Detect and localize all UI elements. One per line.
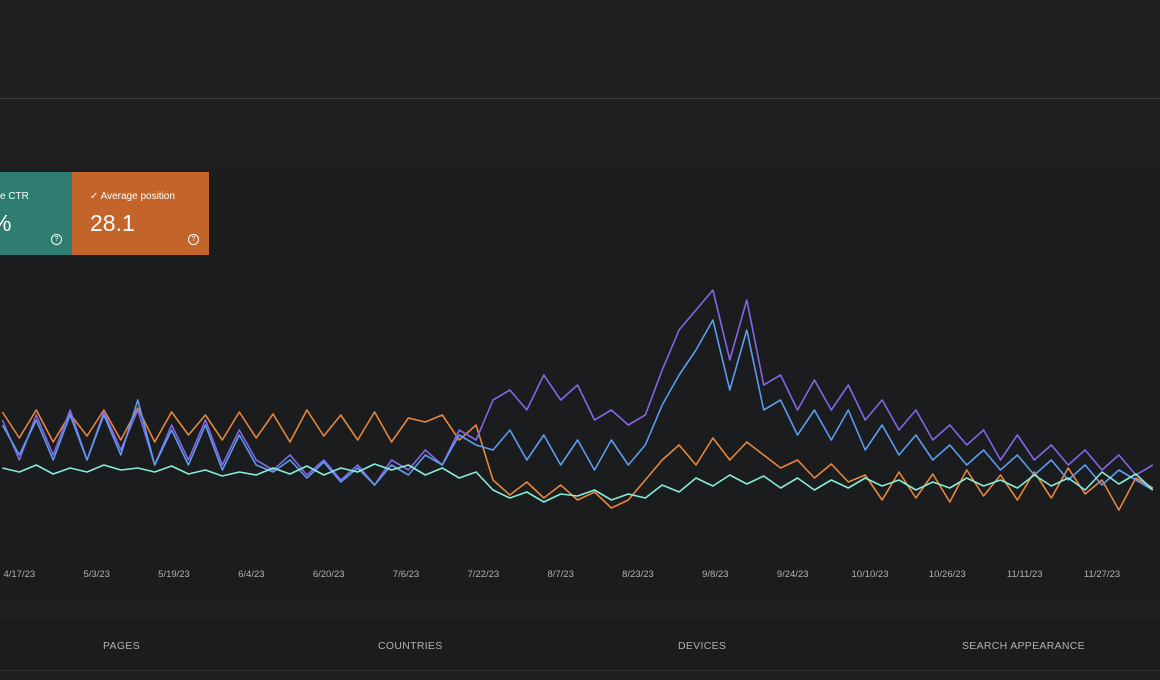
x-tick-label: 10/10/23	[852, 569, 889, 580]
card-label-text: Average position	[100, 191, 175, 202]
x-tick-label: 5/19/23	[158, 569, 190, 580]
x-tick-label: 8/23/23	[622, 569, 654, 580]
header	[0, 0, 1160, 99]
x-tick-label: 7/6/23	[393, 569, 419, 580]
card-value: %	[0, 210, 11, 237]
x-tick-label: 10/26/23	[929, 569, 966, 580]
tab[interactable]: SEARCH APPEARANCE	[962, 640, 1085, 652]
x-tick-label: 6/20/23	[313, 569, 345, 580]
tab[interactable]: DEVICES	[678, 640, 727, 652]
chart: 4/17/23 5/3/23 5/19/23 6/4/23 6/20/23 7/6/23 7…	[1, 289, 1154, 580]
x-tick-label: 7/22/23	[467, 569, 499, 580]
x-tick-label: 11/11/23	[1007, 569, 1043, 580]
x-tick-label: 6/4/23	[238, 569, 264, 580]
tab-bar	[0, 620, 1160, 671]
x-tick-label: 11/27/23	[1084, 569, 1120, 580]
x-tick-label: 4/17/23	[3, 569, 35, 580]
series-line	[2, 463, 1154, 503]
help-icon[interactable]: ?	[188, 234, 199, 245]
x-tick-label: 9/24/23	[777, 569, 809, 580]
series-line	[1, 319, 1154, 491]
x-tick-label: 8/7/23	[547, 569, 573, 580]
card-label: e CTR	[0, 191, 29, 202]
ctr-card[interactable]: e CTR % ?	[0, 172, 72, 255]
x-tick-label: 5/3/23	[83, 569, 109, 580]
card-label: ✓ Average position	[90, 191, 175, 202]
tab[interactable]: COUNTRIES	[378, 640, 443, 652]
help-icon[interactable]: ?	[51, 234, 62, 245]
series-line	[1, 289, 1154, 486]
tab[interactable]: PAGES	[103, 640, 140, 652]
x-tick-label: 9/8/23	[702, 569, 728, 580]
position-card[interactable]: ✓ Average position 28.1 ?	[72, 172, 209, 255]
series-line	[1, 407, 1154, 511]
card-value: 28.1	[90, 210, 135, 236]
